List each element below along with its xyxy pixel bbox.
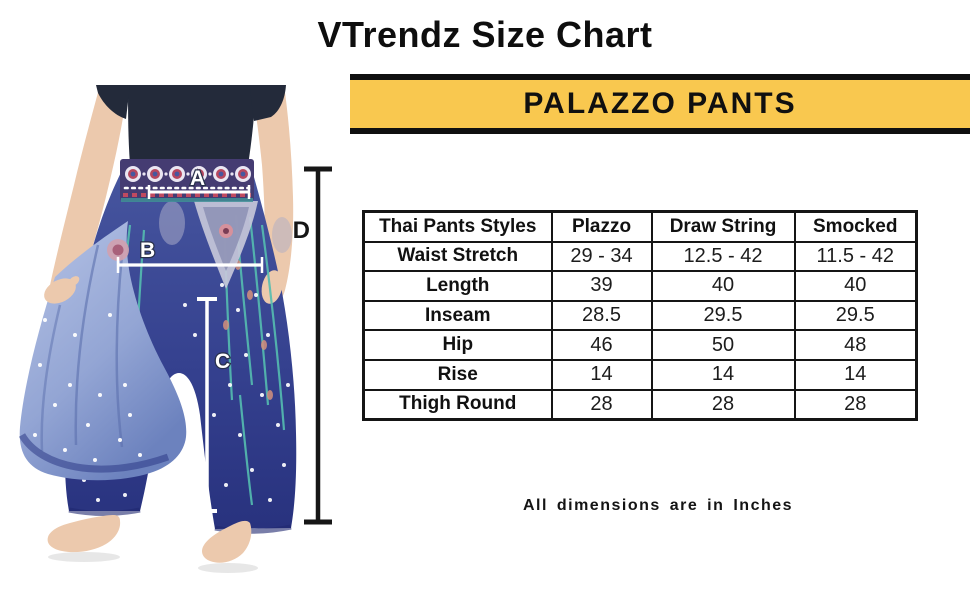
left-hand: [44, 276, 80, 304]
cell-value: 29.5: [650, 299, 796, 332]
table-row: Hip 46 50 48: [362, 329, 918, 361]
row-label: Inseam: [362, 299, 553, 332]
cell-value: 48: [793, 329, 918, 361]
col-header-styles: Thai Pants Styles: [362, 210, 553, 243]
cell-value: 14: [793, 358, 918, 391]
waistband: [120, 159, 254, 202]
cell-value: 28: [650, 388, 796, 421]
cell-value: 29 - 34: [550, 240, 653, 273]
cell-value: 14: [550, 358, 653, 391]
left-arm: [48, 85, 128, 309]
measurement-label-c: C: [215, 350, 230, 373]
waistband-medallions: [125, 166, 251, 182]
table-row: Waist Stretch 29 - 34 12.5 - 42 11.5 - 4…: [362, 240, 918, 273]
row-label: Length: [362, 270, 553, 302]
measurement-label-a: A: [190, 167, 205, 190]
drape-medallion: [107, 239, 129, 261]
page-title: VTrendz Size Chart: [317, 14, 653, 55]
cell-value: 46: [550, 329, 653, 361]
table-row: Inseam 28.5 29.5 29.5: [362, 299, 918, 332]
measurement-line-c: [197, 297, 217, 513]
size-table: Thai Pants Styles Plazzo Draw String Smo…: [362, 210, 918, 422]
table-row: Thigh Round 28 28 28: [362, 388, 918, 421]
measurement-line-d: [304, 166, 332, 525]
row-label: Hip: [362, 329, 553, 361]
row-label: Thigh Round: [362, 388, 553, 421]
cell-value: 28.5: [550, 299, 653, 332]
table-row: Length 39 40 40: [362, 270, 918, 302]
cell-value: 11.5 - 42: [793, 240, 918, 273]
fabric-drape: [18, 221, 187, 481]
measurement-label-b: B: [140, 239, 155, 262]
cell-value: 14: [650, 358, 796, 391]
feet: [47, 515, 258, 573]
cell-value: 39: [550, 270, 653, 302]
col-header-plazzo: Plazzo: [550, 210, 653, 243]
col-header-smocked: Smocked: [793, 210, 918, 243]
drape-dots: [33, 313, 142, 462]
product-banner: PALAZZO PANTS: [350, 74, 970, 134]
cell-value: 12.5 - 42: [650, 240, 796, 273]
cell-value: 40: [650, 270, 796, 302]
model-photo: A B C D: [18, 85, 332, 573]
cell-value: 28: [793, 388, 918, 421]
row-label: Waist Stretch: [362, 240, 553, 273]
cell-value: 29.5: [793, 299, 918, 332]
banner-label: PALAZZO PANTS: [523, 87, 797, 120]
table-row: Rise 14 14 14: [362, 358, 918, 391]
measurement-line-a: [147, 185, 251, 199]
measurement-line-b: [116, 257, 264, 273]
cell-value: 50: [650, 329, 796, 361]
measurement-label-d: D: [293, 217, 310, 244]
cell-value: 28: [550, 388, 653, 421]
table-header-row: Thai Pants Styles Plazzo Draw String Smo…: [362, 210, 918, 243]
right-arm: [252, 85, 294, 305]
cell-value: 40: [793, 270, 918, 302]
row-label: Rise: [362, 358, 553, 391]
dimensions-note: All dimensions are in Inches: [522, 497, 794, 514]
center-medallion: [159, 201, 292, 289]
col-header-drawstring: Draw String: [650, 210, 796, 243]
torso-top: [96, 85, 286, 165]
